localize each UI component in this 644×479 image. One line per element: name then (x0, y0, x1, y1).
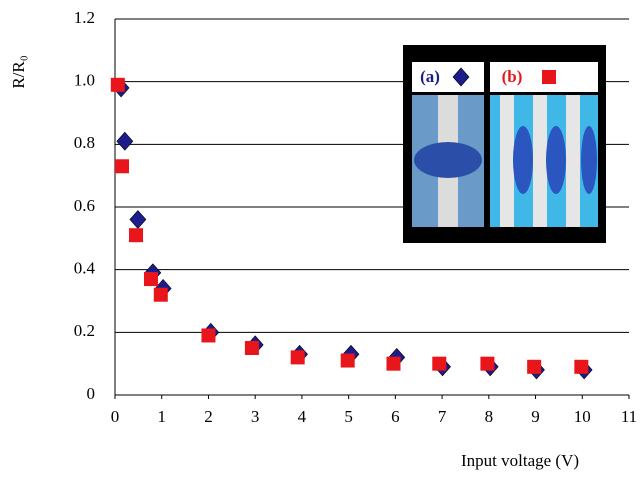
point (143, 272, 158, 287)
y-tick-label: 0 (87, 384, 96, 403)
point (201, 328, 216, 343)
x-tick-label: 1 (157, 407, 166, 426)
inset-label-bg (412, 62, 484, 92)
point (116, 131, 134, 151)
inset-image-b-blob (546, 126, 566, 194)
x-tick-label: 4 (298, 407, 307, 426)
point (480, 356, 495, 371)
y-tick-label: 0.6 (74, 196, 95, 215)
point (129, 228, 144, 243)
legend: (a) (b) (420, 67, 556, 87)
legend-label: (a) (420, 67, 440, 86)
x-tick-label: 5 (344, 407, 353, 426)
y-tick-label: 0.8 (74, 133, 95, 152)
y-tick-label: 1.0 (74, 71, 95, 90)
inset-image-b-blob (513, 126, 533, 194)
y-tick-label: 1.2 (74, 8, 95, 27)
legend-marker (452, 67, 470, 87)
point (574, 359, 589, 374)
x-tick-label: 7 (438, 407, 447, 426)
legend-label: (b) (502, 67, 523, 86)
x-tick-label: 3 (251, 407, 260, 426)
x-tick-label: 11 (621, 407, 637, 426)
x-axis-label: Input voltage (V) (461, 451, 579, 470)
x-tick-label: 2 (204, 407, 213, 426)
x-tick-label: 0 (111, 407, 120, 426)
y-tick-label: 0.4 (74, 259, 96, 278)
inset-image-b-line (533, 95, 547, 227)
point (110, 77, 125, 92)
inset (403, 45, 606, 243)
inset-image-b-line (566, 95, 580, 227)
point (290, 350, 305, 365)
point (115, 159, 130, 174)
x-tick-label: 9 (531, 407, 540, 426)
point (340, 353, 355, 368)
y-axis-label: R/R₀ (9, 55, 28, 88)
legend-marker (542, 70, 556, 84)
inset-image-b-line (500, 95, 514, 227)
x-tick-label: 10 (574, 407, 591, 426)
point (386, 356, 401, 371)
y-tick-label: 0.2 (74, 321, 95, 340)
plot-area: 0 0.2 0.4 0.6 0.8 1.0 1.2 0 1 2 3 4 5 6 7 8 9 10 11 (74, 8, 637, 426)
inset-image-a-blob (414, 142, 482, 178)
x-tick-label: 6 (391, 407, 400, 426)
point (153, 287, 168, 302)
point (432, 356, 447, 371)
x-tick-label: 8 (485, 407, 494, 426)
inset-image-b-blob (581, 126, 597, 194)
point (527, 359, 542, 374)
point (129, 210, 147, 229)
point (244, 341, 259, 355)
